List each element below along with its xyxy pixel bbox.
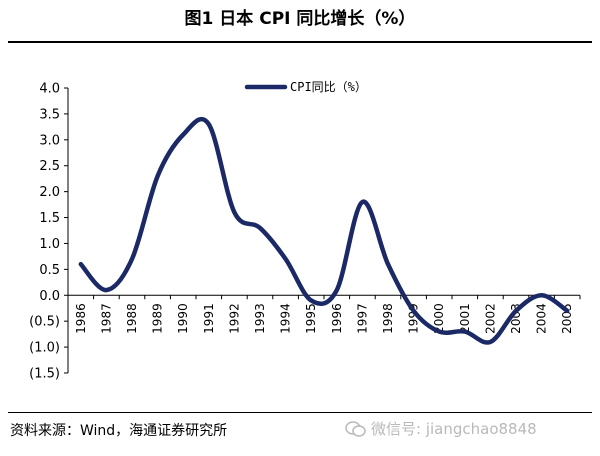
x-tick-label: 2004 xyxy=(535,303,549,334)
wechat-icon xyxy=(345,420,367,437)
y-tick-label: 2.5 xyxy=(39,159,60,174)
y-tick-label: 0.0 xyxy=(39,289,60,304)
watermark-text: 微信号: jiangchao8848 xyxy=(371,420,537,438)
x-tick-label: 1992 xyxy=(227,303,241,334)
x-tick-label: 1999 xyxy=(407,303,421,334)
x-tick-label: 1990 xyxy=(176,303,190,334)
x-tick-label: 1987 xyxy=(99,303,113,334)
y-tick-label: (1.0) xyxy=(29,341,60,356)
x-tick-label: 1991 xyxy=(202,303,216,334)
y-tick-label: 1.0 xyxy=(39,237,60,252)
figure-title: 图1 日本 CPI 同比增长（%） xyxy=(184,9,416,29)
x-tick-label: 1996 xyxy=(330,303,344,334)
x-tick-label: 1995 xyxy=(304,303,318,334)
wechat-watermark: 微信号: jiangchao8848 xyxy=(345,418,537,439)
x-tick-label: 2001 xyxy=(458,303,472,334)
y-tick-label: 0.5 xyxy=(39,263,60,278)
y-tick-label: 3.0 xyxy=(39,133,60,148)
cpi-series-line xyxy=(78,116,570,345)
y-tick-label: 1.5 xyxy=(39,211,60,226)
x-tick-label: 1986 xyxy=(74,303,88,334)
x-tick-label: 2003 xyxy=(509,303,523,334)
legend-label: CPI同比（%） xyxy=(290,80,367,94)
cpi-line-chart: 4.0 3.5 3.0 2.5 2.0 1.5 1.0 0.5 0.0 (0.5) (1.0) (1.… xyxy=(29,80,581,382)
x-tick-label: 1998 xyxy=(381,303,395,334)
y-tick-label: 3.5 xyxy=(39,107,60,122)
x-tick-label: 2000 xyxy=(432,303,446,334)
x-tick-label: 1993 xyxy=(253,303,267,334)
y-tick-label: (0.5) xyxy=(29,315,60,330)
y-tick-label: 2.0 xyxy=(39,185,60,200)
x-tick-label: 1989 xyxy=(151,303,165,334)
y-tick-label: (1.5) xyxy=(29,367,60,382)
x-tick-label: 1988 xyxy=(125,303,139,334)
x-tick-label: 1994 xyxy=(279,303,293,334)
x-tick-label: 1997 xyxy=(355,303,369,334)
y-tick-label: 4.0 xyxy=(39,82,60,97)
source-note: 资料来源：Wind，海通证券研究所 xyxy=(10,423,228,439)
x-tick-label: 2002 xyxy=(483,303,497,334)
title-rule xyxy=(8,41,592,43)
footer-rule xyxy=(8,412,592,413)
